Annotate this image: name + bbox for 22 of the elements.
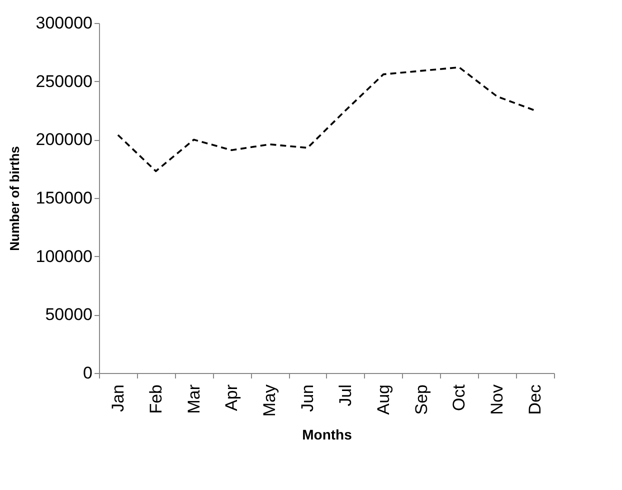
x-tick-label: Dec (526, 384, 545, 415)
x-tick-label: Mar (184, 384, 204, 414)
y-tick-label: 150000 (36, 188, 92, 208)
x-tick-label: Feb (146, 384, 166, 414)
x-tick-label: Nov (488, 384, 507, 415)
x-tick-label: Apr (222, 384, 242, 411)
line-series (117, 66, 536, 172)
y-tick-label: 200000 (36, 130, 92, 150)
x-tick-label: Jun (298, 384, 318, 412)
x-tick-label: Jan (108, 384, 128, 412)
y-tick-label: 300000 (36, 14, 92, 32)
x-tick-label: Sep (412, 384, 431, 415)
x-tick-label: Oct (450, 384, 469, 411)
x-tick-label: Jul (336, 384, 355, 406)
y-axis-title: Number of births (6, 146, 22, 251)
y-tick-label: 100000 (36, 246, 92, 266)
x-axis-title: Months (302, 426, 352, 443)
y-tick-label: 250000 (36, 72, 92, 91)
x-tick-label: May (260, 384, 280, 417)
x-tick-label: Aug (374, 384, 393, 415)
y-tick-label: 0 (83, 364, 92, 382)
y-tick-label: 50000 (45, 305, 92, 324)
